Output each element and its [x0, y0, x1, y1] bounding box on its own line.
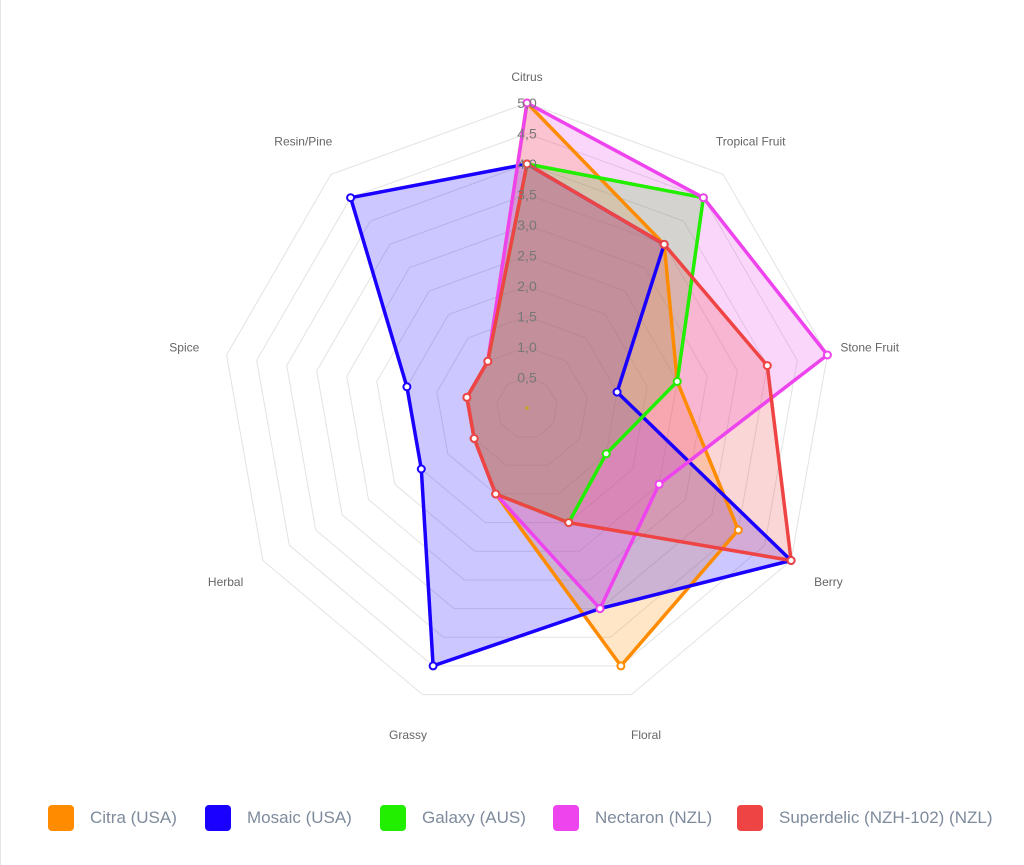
legend-item[interactable]: Superdelic (NZH-102) (NZL) — [737, 796, 993, 840]
tick-label: 5,0 — [517, 95, 537, 111]
axis-label: Grassy — [389, 728, 427, 742]
legend-item[interactable]: Galaxy (AUS) — [380, 796, 526, 840]
axis-label: Floral — [631, 728, 661, 742]
legend-item[interactable]: Mosaic (USA) — [205, 796, 352, 840]
data-point[interactable] — [654, 479, 664, 489]
axis-label-layer: Citrus Tropical Fruit Stone Fruit Berry Flor… — [169, 70, 899, 742]
center-point — [525, 406, 529, 410]
grid-ring — [316, 193, 738, 610]
page-border — [0, 0, 1, 865]
data-point[interactable] — [698, 193, 708, 203]
data-point[interactable] — [822, 350, 832, 360]
data-point[interactable] — [522, 159, 532, 169]
grid-ring — [226, 102, 828, 696]
legend-swatch — [205, 805, 231, 831]
grid-ring — [376, 254, 678, 552]
data-point[interactable] — [595, 604, 605, 614]
data-point[interactable] — [564, 518, 574, 528]
axis-label: Herbal — [208, 575, 243, 589]
data-point[interactable] — [762, 361, 772, 371]
tick-label: 1,0 — [517, 339, 537, 355]
grid-ring — [496, 376, 558, 438]
data-point[interactable] — [616, 661, 626, 671]
data-point[interactable] — [416, 464, 426, 474]
data-point[interactable] — [672, 377, 682, 386]
grid-ring — [256, 132, 798, 667]
series-area — [466, 103, 739, 666]
data-point[interactable] — [402, 382, 412, 392]
tick-layer: 0,5 1,0 1,5 2,0 2,5 3,0 3,5 4,0 4,5 5,0 — [517, 95, 537, 386]
legend-label: Nectaron (NZL) — [595, 808, 713, 827]
legend-swatch — [737, 805, 763, 831]
legend-label: Superdelic (NZH-102) (NZL) — [779, 808, 993, 827]
tick-label: 0,5 — [517, 370, 537, 386]
data-point[interactable] — [522, 98, 532, 108]
axis-label: Spice — [169, 341, 199, 355]
series-line — [465, 162, 793, 563]
tick-label: 3,5 — [517, 187, 537, 203]
tick-label: 2,0 — [517, 278, 537, 294]
legend: Citra (USA) Mosaic (USA) Galaxy (AUS) Necta… — [0, 796, 1024, 840]
legend-label: Citra (USA) — [90, 808, 177, 827]
grid-ring — [406, 285, 648, 524]
tick-label: 2,5 — [517, 248, 537, 264]
data-point[interactable] — [428, 661, 438, 671]
axis-label: Stone Fruit — [840, 341, 899, 355]
axis-label: Berry — [814, 575, 843, 589]
series-layer — [346, 98, 832, 671]
data-point[interactable] — [491, 489, 501, 499]
series-line — [348, 162, 793, 668]
legend-item[interactable]: Citra (USA) — [48, 796, 177, 840]
legend-swatch — [380, 805, 406, 831]
legend-label: Mosaic (USA) — [247, 808, 352, 827]
data-point[interactable] — [469, 434, 479, 443]
data-point[interactable] — [483, 356, 493, 366]
data-point[interactable] — [786, 556, 796, 565]
legend-label: Galaxy (AUS) — [422, 808, 526, 827]
data-point[interactable] — [733, 525, 743, 535]
radar-chart: 0,5 1,0 1,5 2,0 2,5 3,0 3,5 4,0 4,5 5,0 Citrus Tro… — [169, 70, 899, 742]
grid-ring — [346, 224, 708, 581]
series-area — [466, 164, 704, 523]
tick-label: 1,5 — [517, 309, 537, 325]
data-point[interactable] — [462, 392, 472, 402]
data-point[interactable] — [346, 193, 356, 203]
grid-layer — [226, 102, 828, 696]
data-point[interactable] — [612, 387, 622, 397]
legend-item[interactable]: Nectaron (NZL) — [553, 796, 712, 840]
tick-label: 4,0 — [517, 156, 537, 172]
axis-label: Resin/Pine — [274, 134, 332, 148]
grid-ring — [286, 163, 768, 638]
tick-label: 4,5 — [517, 126, 537, 142]
tick-label: 3,0 — [517, 217, 537, 233]
legend-swatch — [48, 805, 74, 831]
axis-label: Citrus — [511, 70, 542, 84]
data-point[interactable] — [659, 239, 669, 249]
data-point[interactable] — [601, 449, 611, 459]
axis-label: Tropical Fruit — [716, 134, 786, 148]
legend-swatch — [553, 805, 579, 831]
grid-ring — [436, 315, 618, 495]
series-area — [466, 103, 828, 609]
